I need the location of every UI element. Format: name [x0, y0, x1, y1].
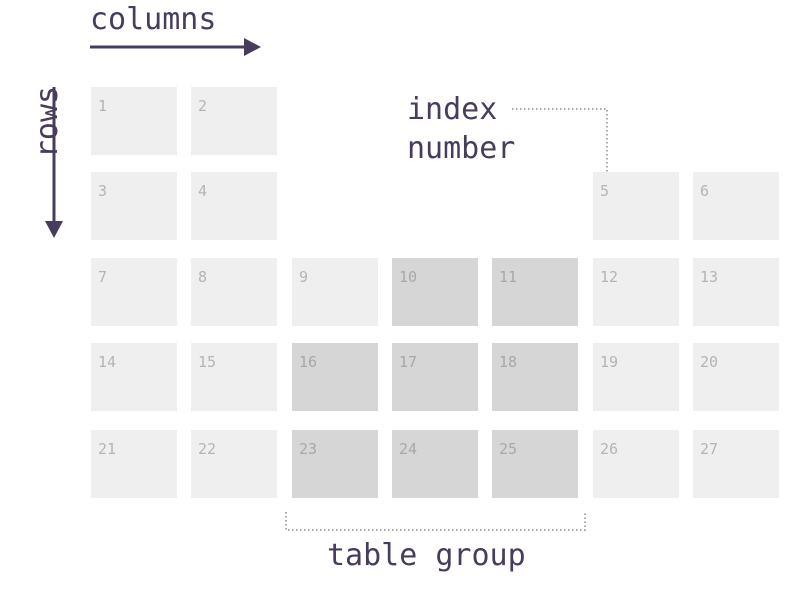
- grid-cell: 2: [191, 87, 277, 155]
- grid-cell: 9: [292, 258, 378, 326]
- grid-cell: 20: [693, 343, 779, 411]
- cell-index-number: 25: [499, 440, 518, 458]
- rows-arrow-icon: [45, 87, 63, 238]
- grid-cell: 26: [593, 430, 679, 498]
- cell-index-number: 20: [700, 353, 719, 371]
- table-group-cell: 11: [492, 258, 578, 326]
- cell-index-number: 2: [198, 97, 208, 115]
- cell-index-number: 12: [600, 268, 619, 286]
- grid-cell: 13: [693, 258, 779, 326]
- columns-arrow-icon: [90, 38, 261, 56]
- columns-label: columns: [90, 2, 217, 37]
- cell-index-number: 15: [198, 353, 217, 371]
- table-group-bracket: [285, 512, 586, 531]
- grid-cell: 7: [91, 258, 177, 326]
- cell-index-number: 21: [98, 440, 117, 458]
- cell-index-number: 4: [198, 182, 208, 200]
- grid-cell: 22: [191, 430, 277, 498]
- table-group-label: table group: [327, 538, 526, 573]
- cell-index-number: 22: [198, 440, 217, 458]
- grid-cell: 15: [191, 343, 277, 411]
- cell-index-number: 3: [98, 182, 108, 200]
- table-group-cell: 10: [392, 258, 478, 326]
- cell-index-number: 17: [399, 353, 418, 371]
- cell-index-number: 7: [98, 268, 108, 286]
- cell-index-number: 11: [499, 268, 518, 286]
- table-group-cell: 17: [392, 343, 478, 411]
- table-group-cell: 18: [492, 343, 578, 411]
- cell-index-number: 5: [600, 182, 610, 200]
- grid-cell: 27: [693, 430, 779, 498]
- grid-cell: 3: [91, 172, 177, 240]
- grid-cell: 6: [693, 172, 779, 240]
- cell-index-number: 1: [98, 97, 108, 115]
- cell-index-number: 19: [600, 353, 619, 371]
- grid-cell: 19: [593, 343, 679, 411]
- cell-index-number: 14: [98, 353, 117, 371]
- grid-cell: 14: [91, 343, 177, 411]
- cell-index-number: 18: [499, 353, 518, 371]
- cell-index-number: 8: [198, 268, 208, 286]
- grid-cell: 5: [593, 172, 679, 240]
- cell-index-number: 23: [299, 440, 318, 458]
- grid-cell: 1: [91, 87, 177, 155]
- grid-cell: 12: [593, 258, 679, 326]
- cell-index-number: 24: [399, 440, 418, 458]
- cell-index-number: 27: [700, 440, 719, 458]
- index-number-label-line1: index: [407, 92, 498, 127]
- table-group-cell: 25: [492, 430, 578, 498]
- cell-index-number: 10: [399, 268, 418, 286]
- cell-index-number: 16: [299, 353, 318, 371]
- table-group-cell: 24: [392, 430, 478, 498]
- cell-index-number: 13: [700, 268, 719, 286]
- cell-index-number: 26: [600, 440, 619, 458]
- table-group-cell: 23: [292, 430, 378, 498]
- grid-cell: 21: [91, 430, 177, 498]
- grid-cell: 4: [191, 172, 277, 240]
- grid-cell: 8: [191, 258, 277, 326]
- index-number-leader: [512, 108, 608, 172]
- index-number-label-line2: number: [407, 131, 516, 166]
- cell-index-number: 9: [299, 268, 309, 286]
- table-group-cell: 16: [292, 343, 378, 411]
- cell-index-number: 6: [700, 182, 710, 200]
